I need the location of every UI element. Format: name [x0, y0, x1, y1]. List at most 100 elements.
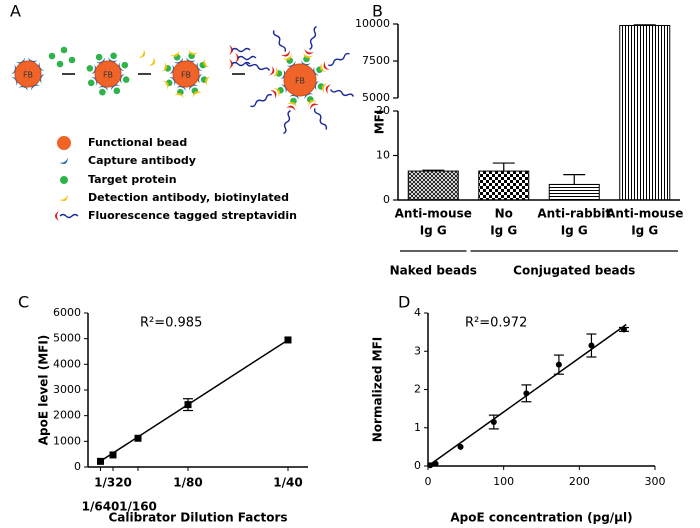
bar — [478, 170, 530, 201]
error-bar — [492, 162, 515, 172]
fluor-tag — [328, 52, 350, 67]
point — [284, 336, 292, 344]
target-protein — [121, 61, 129, 69]
detection-antibody — [308, 99, 318, 107]
target-protein — [86, 65, 94, 72]
x-tick-label: 100 — [493, 475, 514, 488]
x-tick-label: 1/160 — [119, 500, 157, 514]
streptavidin — [235, 53, 239, 63]
y-tick-label: 2 — [414, 383, 421, 396]
functional-bead — [283, 63, 317, 97]
antibody-group — [314, 80, 355, 97]
fluor-tag — [329, 89, 355, 97]
streptavidin — [286, 105, 296, 112]
detection-antibody — [273, 88, 281, 98]
detection-antibody — [174, 92, 184, 99]
group-label: Conjugated beads — [513, 264, 635, 278]
x-tick-label: Ig G — [420, 224, 447, 238]
x-tick-label: No — [495, 207, 513, 221]
detection-antibody — [162, 80, 169, 90]
fluor-tag — [272, 30, 287, 52]
target-protein — [113, 87, 121, 95]
annotation: R²=0.972 — [465, 316, 527, 331]
y-tick-label: 10 — [376, 149, 390, 162]
streptavidin — [310, 103, 319, 110]
streptavidin — [281, 50, 290, 57]
x-tick-label: Ig G — [561, 224, 588, 238]
annotation: R²=0.985 — [140, 316, 202, 331]
target-protein — [122, 76, 130, 83]
antibody-group — [250, 84, 288, 108]
fluor-tag — [250, 93, 272, 108]
point — [457, 443, 464, 450]
detection-antibody — [303, 52, 313, 59]
error-bar — [633, 24, 656, 26]
legend-icon — [55, 211, 59, 221]
panel-label: D — [398, 293, 410, 312]
functional-bead — [14, 60, 42, 88]
detection-antibody — [188, 49, 198, 56]
detection-antibody — [203, 58, 210, 68]
y-axis-title: MFI — [373, 110, 387, 135]
x-tick-label: 1/80 — [173, 476, 202, 490]
y-tick-label: 7500 — [362, 54, 390, 67]
point — [97, 457, 104, 465]
point — [427, 462, 434, 469]
bar — [619, 24, 671, 201]
free-protein — [56, 60, 64, 68]
x-tick-label: 200 — [569, 475, 590, 488]
error-bar — [563, 174, 586, 185]
legend-icon — [57, 136, 71, 150]
fluor-tag — [313, 108, 328, 130]
y-tick-label: 20 — [376, 104, 390, 117]
legend-text: Fluorescence tagged streptavidin — [88, 209, 297, 222]
y-tick-label: 3 — [414, 344, 421, 357]
point — [134, 434, 142, 442]
y-tick-label: 1000 — [53, 434, 81, 447]
y-tick-label: 2000 — [53, 409, 81, 422]
free-detection — [148, 57, 156, 66]
x-tick-label: 1/40 — [273, 476, 302, 490]
panel-label: A — [10, 2, 21, 21]
y-tick-label: 5000 — [53, 332, 81, 345]
legend-text: Capture antibody — [88, 154, 196, 167]
y-tick-label: 1 — [414, 421, 421, 434]
x-axis-title: ApoE concentration (pg/µl) — [450, 511, 632, 525]
point — [184, 401, 192, 409]
target-protein — [99, 88, 106, 96]
detection-antibody — [204, 76, 211, 86]
point — [109, 451, 117, 459]
detection-antibody — [272, 67, 279, 77]
streptavidin — [325, 84, 332, 94]
antibody-group — [312, 52, 350, 76]
error-bar — [422, 169, 445, 172]
x-tick-label: Anti-mouse — [395, 207, 472, 221]
fit-line — [100, 339, 289, 462]
free-protein — [48, 52, 56, 60]
x-tick-label: Anti-mouse — [606, 207, 683, 221]
legend-icon — [60, 176, 68, 184]
bead-label: FB — [23, 71, 33, 80]
streptavidin — [268, 66, 275, 76]
free-streptavidin — [235, 53, 257, 63]
legend-text: Functional bead — [88, 136, 187, 149]
x-tick-label: 1/320 — [94, 476, 132, 490]
y-tick-label: 4000 — [53, 357, 81, 370]
point — [620, 326, 627, 333]
legend-icon — [59, 194, 68, 202]
x-axis-title: Calibrator Dilution Factors — [108, 511, 287, 525]
bead-label: FB — [181, 71, 191, 80]
x-tick-label: Ig G — [490, 224, 517, 238]
y-tick-label: 4 — [414, 306, 421, 319]
detection-antibody — [170, 50, 180, 57]
antibody-group — [283, 94, 300, 135]
panel-label: B — [372, 2, 383, 21]
streptavidin — [323, 61, 330, 70]
detection-antibody — [282, 53, 292, 61]
free-streptavidin — [229, 59, 251, 69]
streptavidin — [229, 59, 233, 69]
fluor-tag — [231, 61, 251, 67]
y-axis-title: Normalized MFI — [371, 337, 385, 443]
